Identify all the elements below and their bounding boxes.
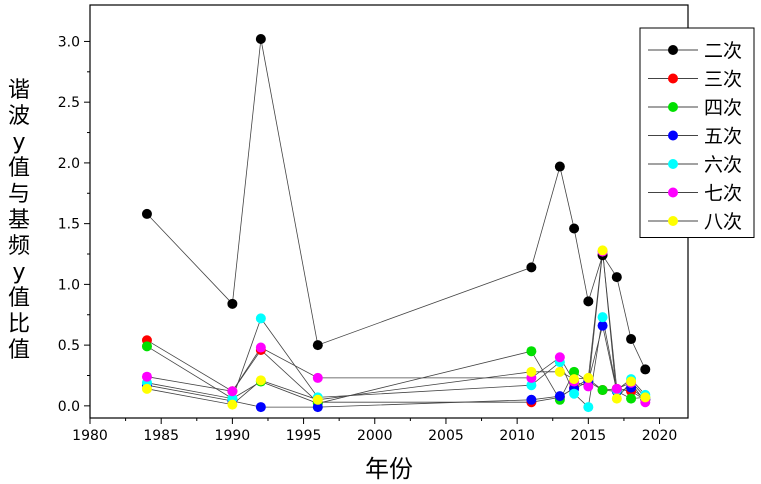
- x-axis-label: 年份: [365, 455, 413, 483]
- data-point-series-7: [626, 376, 637, 387]
- data-point-series-7: [312, 394, 323, 405]
- legend-marker: [668, 130, 678, 141]
- data-point-series-5: [569, 388, 580, 399]
- data-point-series-1: [227, 298, 238, 309]
- data-point-series-1: [569, 223, 580, 234]
- plot-frame: [89, 4, 689, 419]
- y-axis: 0.0 0.5 1.0 1.5 2.0 2.5 3.0: [58, 34, 90, 415]
- data-point-series-6: [227, 386, 238, 397]
- data-point-series-7: [141, 383, 152, 394]
- y-tick-label: 2.0: [58, 156, 80, 172]
- data-point-series-7: [526, 366, 537, 377]
- data-point-series-1: [141, 208, 152, 219]
- data-point-series-7: [569, 374, 580, 385]
- x-tick-label: 2000: [357, 428, 393, 444]
- legend-label: 三次: [704, 69, 742, 91]
- data-point-series-4: [554, 391, 565, 402]
- legend-label: 五次: [704, 126, 742, 148]
- data-point-series-5: [597, 312, 608, 323]
- data-point-series-6: [255, 342, 266, 353]
- data-point-series-3: [141, 341, 152, 352]
- data-point-series-4: [597, 320, 608, 331]
- y-tick-label: 0.5: [58, 338, 80, 354]
- legend-marker: [668, 102, 678, 112]
- data-point-series-3: [597, 385, 608, 396]
- data-point-series-7: [597, 245, 608, 256]
- series-layer: [141, 34, 651, 413]
- x-tick-label: 1995: [286, 428, 322, 444]
- legend-label: 八次: [704, 211, 742, 233]
- y-tick-label: 2.5: [58, 95, 80, 111]
- legend-box: [639, 27, 755, 238]
- data-point-series-1: [583, 296, 594, 307]
- data-point-series-5: [583, 402, 594, 413]
- x-tick-label: 1985: [143, 428, 179, 444]
- legend-marker: [668, 187, 678, 198]
- x-tick-label: 2010: [499, 428, 535, 444]
- data-point-series-7: [255, 375, 266, 386]
- data-point-series-6: [141, 371, 152, 382]
- data-point-series-6: [611, 383, 622, 394]
- data-point-series-5: [526, 380, 537, 391]
- y-tick-label: 0.0: [58, 399, 80, 415]
- data-point-series-4: [312, 402, 323, 413]
- y-tick-label: 1.0: [58, 277, 80, 293]
- y-tick-label: 1.5: [58, 217, 80, 233]
- y-tick-label: 3.0: [58, 34, 80, 50]
- data-point-series-6: [583, 381, 594, 392]
- y-axis-label: 谐波y值与基频y值比值: [7, 78, 30, 363]
- data-point-series-4: [526, 394, 537, 405]
- data-point-series-7: [227, 399, 238, 410]
- data-point-series-6: [312, 372, 323, 383]
- data-point-series-7: [554, 366, 565, 377]
- x-tick-label: 2020: [642, 428, 678, 444]
- data-point-series-3: [569, 366, 580, 377]
- data-point-series-1: [312, 340, 323, 351]
- data-point-series-1: [554, 161, 565, 172]
- legend-marker: [668, 216, 678, 226]
- legend-marker: [668, 73, 678, 84]
- legend-label: 二次: [704, 40, 742, 62]
- data-point-series-7: [640, 392, 651, 403]
- legend-label: 六次: [704, 154, 742, 176]
- data-point-series-1: [611, 272, 622, 283]
- series-line-1: [146, 38, 646, 370]
- data-point-series-7: [611, 393, 622, 404]
- x-tick-label: 1980: [72, 428, 108, 444]
- data-point-series-1: [626, 334, 637, 345]
- x-tick-label: 2005: [428, 428, 464, 444]
- x-tick-label: 1990: [215, 428, 251, 444]
- data-point-series-3: [526, 346, 537, 357]
- x-tick-label: 2015: [571, 428, 607, 444]
- legend-label: 四次: [704, 97, 742, 119]
- data-point-series-1: [526, 262, 537, 273]
- data-point-series-7: [583, 372, 594, 383]
- data-point-series-1: [255, 34, 266, 45]
- x-axis: 1980 1985 1990 1995 2000 2005 2010 2015 2020: [72, 418, 677, 444]
- data-point-series-6: [554, 352, 565, 363]
- legend-marker: [668, 45, 678, 55]
- legend-label: 七次: [704, 183, 742, 205]
- data-point-series-3: [626, 393, 637, 404]
- data-point-series-4: [255, 402, 266, 413]
- data-point-series-5: [255, 313, 266, 324]
- data-point-series-1: [640, 364, 651, 375]
- legend-marker: [668, 159, 678, 169]
